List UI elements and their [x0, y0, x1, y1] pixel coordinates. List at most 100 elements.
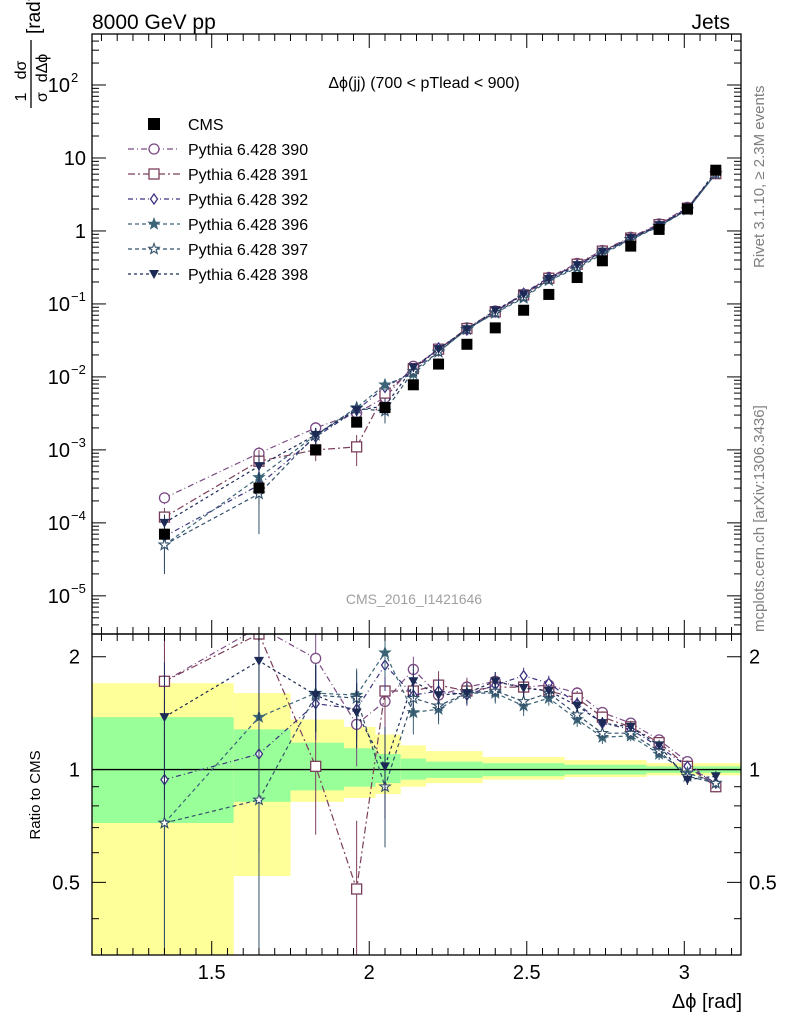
- ratio-point-6-16: [710, 772, 721, 782]
- main-ytick-label-6: 10: [64, 148, 86, 170]
- data-point-8: [489, 322, 501, 334]
- ratio-point-6-5: [408, 677, 419, 687]
- main-point-6-3: [351, 406, 362, 416]
- legend-entry-3: Pythia 6.428 392: [128, 192, 308, 209]
- ratio-point-3-9: [519, 669, 528, 682]
- ratio-point-6-8: [490, 677, 501, 687]
- main-point-6-11: [572, 261, 583, 271]
- main-ytick-label-1: 10: [48, 513, 70, 535]
- ylabel-dphi: dΔϕ: [34, 54, 51, 83]
- side-label-top: Rivet 3.1.10, ≥ 2.3M events: [751, 86, 768, 269]
- main-point-6-12: [597, 247, 608, 257]
- side-label-bottom: mcplots.cern.ch [arXiv:1306.3436]: [751, 405, 768, 632]
- main-point-6-8: [490, 306, 501, 316]
- legend-entry-5: Pythia 6.428 397: [128, 241, 308, 259]
- main-ytick-label-3: 10: [48, 367, 70, 389]
- ratio-point-6-9: [518, 684, 529, 694]
- xlabel: Δϕ [rad]: [672, 991, 742, 1013]
- ratio-point-5-1: [252, 792, 266, 806]
- main-data-points: [158, 164, 722, 540]
- main-ytick-label-0: 10: [48, 586, 70, 608]
- legend-entry-4: Pythia 6.428 396: [128, 216, 308, 234]
- main-ytick-label-2: 10: [48, 440, 70, 462]
- main-ylabel: 1 dσ σ dΔϕ [rad-1]: [13, 0, 51, 108]
- legend-marker-4: [147, 216, 161, 230]
- header-right: Jets: [691, 11, 730, 34]
- main-ytick-exp-1: −4: [71, 508, 86, 523]
- data-point-15: [681, 203, 693, 215]
- ratio-point-6-0: [159, 713, 170, 723]
- data-point-3: [351, 416, 363, 428]
- xtick-label-3: 3: [679, 962, 690, 984]
- legend-entry-2: Pythia 6.428 391: [128, 167, 308, 184]
- main-point-6-10: [543, 274, 554, 284]
- main-line-1: [164, 172, 717, 499]
- data-point-13: [625, 240, 637, 252]
- ratio-point-5-16: [709, 776, 723, 789]
- xtick-label-0: 1.5: [198, 962, 226, 984]
- legend-label-0: CMS: [188, 117, 224, 134]
- ratio-point-4-4: [378, 645, 392, 659]
- legend-label-1: Pythia 6.428 390: [188, 142, 308, 159]
- ratio-point-6-4: [379, 762, 390, 772]
- ratio-plot: [157, 634, 723, 955]
- main-ytick-exp-4: −1: [71, 289, 86, 304]
- ratio-point-6-12: [597, 719, 608, 729]
- ratio-point-6-14: [654, 741, 665, 751]
- main-line-4: [164, 173, 717, 546]
- main-point-4-4: [378, 377, 392, 391]
- legend-label-5: Pythia 6.428 397: [188, 242, 308, 259]
- ratio-point-6-10: [543, 687, 554, 697]
- legend-label-2: Pythia 6.428 391: [188, 167, 308, 184]
- legend-marker-3: [149, 192, 159, 206]
- legend-marker-6: [149, 270, 159, 279]
- ratio-ylabel: Ratio to CMS: [27, 750, 44, 839]
- data-point-0: [158, 528, 170, 540]
- main-line-3: [164, 172, 717, 538]
- legend-label-6: Pythia 6.428 398: [188, 267, 308, 284]
- ylabel-sigma: σ: [34, 92, 51, 102]
- data-point-14: [653, 223, 665, 235]
- band-inner-1: [233, 729, 291, 802]
- ratio-point-1-2: [310, 652, 322, 665]
- main-line-6: [164, 170, 717, 524]
- analysis-id: CMS_2016_I1421646: [346, 591, 482, 607]
- data-point-11: [571, 272, 583, 284]
- main-ytick-label-5: 1: [75, 221, 86, 243]
- data-point-4: [379, 402, 391, 414]
- ratio-ytick-label-left-2: 2: [69, 647, 80, 669]
- ratio-uncertainty-bands: [92, 683, 741, 955]
- xtick-label-1: 2: [364, 962, 375, 984]
- data-point-10: [543, 288, 555, 300]
- data-point-16: [710, 164, 722, 176]
- data-point-2: [310, 444, 322, 456]
- main-ytick-exp-3: −2: [71, 362, 86, 377]
- ratio-point-6-11: [572, 701, 583, 711]
- ratio-point-5-13: [623, 726, 638, 740]
- ratio-point-6-3: [351, 708, 362, 718]
- ratio-series-6: [159, 634, 721, 819]
- ratio-series: [157, 634, 723, 955]
- main-point-6-6: [433, 345, 444, 355]
- main-point-2-3: [350, 441, 363, 453]
- legend-marker-2: [148, 168, 160, 180]
- header-left: 8000 GeV pp: [92, 11, 216, 34]
- legend-entry-6: Pythia 6.428 398: [128, 267, 308, 284]
- ylabel-dsigma: dσ: [13, 60, 30, 79]
- main-point-6-9: [518, 290, 529, 300]
- legend-marker-0: [148, 118, 160, 130]
- main-ytick-label-4: 10: [48, 294, 70, 316]
- data-point-5: [407, 379, 419, 391]
- legend: CMS Pythia 6.428 390 Pythia 6.428 391 Pythi…: [128, 117, 308, 284]
- ratio-point-6-6: [433, 691, 444, 701]
- ratio-point-6-2: [310, 691, 321, 701]
- data-point-12: [596, 255, 608, 267]
- main-point-6-7: [461, 325, 472, 335]
- main-title: Δϕ(jj) (700 < pTlead < 900): [328, 75, 519, 92]
- ratio-point-5-11: [570, 707, 584, 721]
- ratio-ytick-label-right-0: 0.5: [749, 872, 777, 894]
- ratio-ytick-label-right-2: 2: [749, 647, 760, 669]
- legend-entry-0: CMS: [148, 117, 224, 134]
- ratio-point-5-9: [516, 694, 531, 708]
